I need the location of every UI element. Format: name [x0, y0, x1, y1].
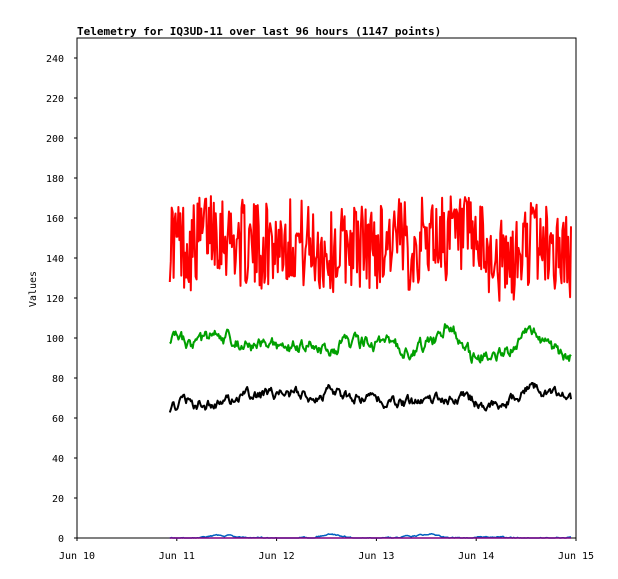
- series-line: [168, 382, 572, 413]
- x-tick-label: Jun 10: [59, 551, 95, 562]
- chart-title: Telemetry for IQ3UD-11 over last 96 hour…: [77, 25, 441, 38]
- y-tick-label: 140: [46, 254, 64, 265]
- y-tick-label: 100: [46, 334, 64, 345]
- series-line: [169, 323, 572, 364]
- y-tick-label: 180: [46, 174, 64, 185]
- plot-frame: [76, 37, 577, 539]
- series-line: [168, 195, 572, 302]
- y-tick-label: 60: [52, 414, 64, 425]
- y-axis: 0 20 40 60 80 100 120 140 160 180 200 220 240: [46, 54, 77, 545]
- x-axis: Jun 10 Jun 11 Jun 12 Jun 13 Jun 14 Jun 15: [59, 538, 594, 562]
- x-tick-label: Jun 14: [458, 551, 494, 562]
- y-tick-label: 20: [52, 494, 64, 505]
- y-tick-label: 80: [52, 374, 64, 385]
- y-tick-label: 200: [46, 134, 64, 145]
- y-axis-label: Values: [28, 271, 39, 307]
- x-tick-label: Jun 11: [159, 551, 195, 562]
- x-tick-label: Jun 15: [558, 551, 594, 562]
- series-lines: [168, 195, 572, 539]
- y-tick-label: 220: [46, 94, 64, 105]
- y-tick-label: 0: [58, 534, 64, 545]
- x-tick-label: Jun 13: [358, 551, 394, 562]
- y-tick-label: 120: [46, 294, 64, 305]
- y-tick-label: 240: [46, 54, 64, 65]
- y-tick-label: 160: [46, 214, 64, 225]
- x-tick-label: Jun 12: [259, 551, 295, 562]
- y-tick-label: 40: [52, 454, 64, 465]
